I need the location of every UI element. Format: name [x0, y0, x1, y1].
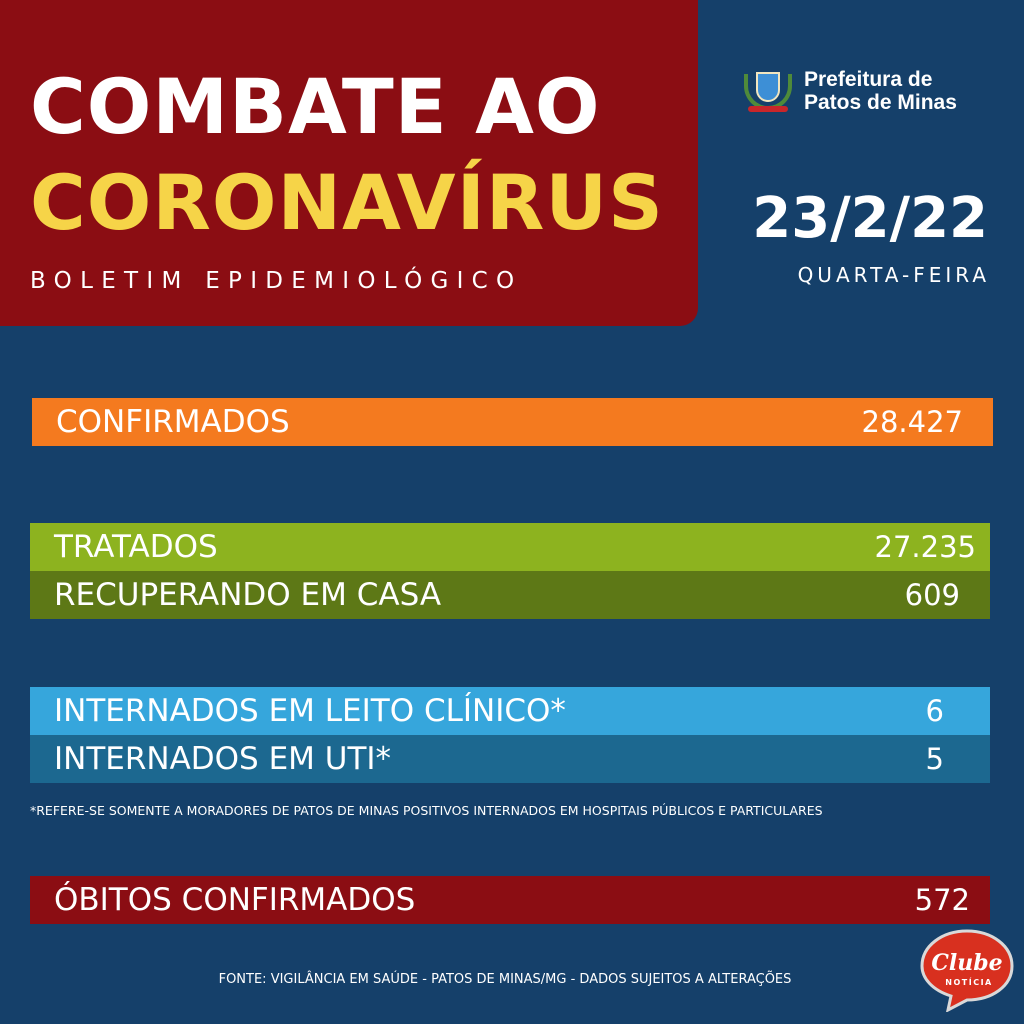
coat-of-arms-icon — [742, 62, 794, 120]
clube-noticia-logo: Clube NOTÍCIA — [920, 929, 1014, 1012]
stat-tratados: TRATADOS 27.235 — [30, 523, 990, 571]
title-panel — [0, 0, 698, 326]
stat-value: 609 — [904, 578, 960, 612]
stat-label: CONFIRMADOS — [56, 404, 290, 440]
stat-internados-leito: INTERNADOS EM LEITO CLÍNICO* 6 — [30, 687, 990, 735]
subtitle: BOLETIM EPIDEMIOLÓGICO — [30, 268, 523, 294]
title-line-1: COMBATE AO — [30, 62, 601, 151]
stat-value: 28.427 — [861, 405, 963, 439]
title-line-2: CORONAVÍRUS — [30, 158, 664, 247]
stat-value: 5 — [925, 742, 944, 776]
logo-line-1: Prefeitura de — [804, 68, 933, 91]
badge-sub: NOTÍCIA — [945, 976, 992, 987]
stat-value: 27.235 — [874, 530, 976, 564]
stat-internados-uti: INTERNADOS EM UTI* 5 — [30, 735, 990, 783]
stat-label: INTERNADOS EM LEITO CLÍNICO* — [54, 693, 566, 729]
footnote: *REFERE-SE SOMENTE A MORADORES DE PATOS … — [30, 803, 823, 818]
source-note: FONTE: VIGILÂNCIA EM SAÚDE - PATOS DE MI… — [218, 972, 792, 987]
stat-label: TRATADOS — [54, 529, 218, 565]
stat-value: 572 — [914, 883, 970, 917]
stat-label: INTERNADOS EM UTI* — [54, 741, 392, 777]
stat-value: 6 — [925, 694, 944, 728]
stat-confirmados: CONFIRMADOS 28.427 — [32, 398, 993, 446]
stat-recuperando: RECUPERANDO EM CASA 609 — [30, 571, 990, 619]
stat-label: ÓBITOS CONFIRMADOS — [54, 882, 416, 918]
stat-obitos: ÓBITOS CONFIRMADOS 572 — [30, 876, 990, 924]
prefeitura-logo: Prefeitura de Patos de Minas — [742, 62, 957, 120]
badge-name: Clube — [931, 950, 1002, 976]
stat-label: RECUPERANDO EM CASA — [54, 577, 442, 613]
logo-line-2: Patos de Minas — [804, 91, 957, 114]
weekday: QUARTA-FEIRA — [797, 263, 990, 287]
bulletin-date: 23/2/22 — [752, 186, 988, 251]
